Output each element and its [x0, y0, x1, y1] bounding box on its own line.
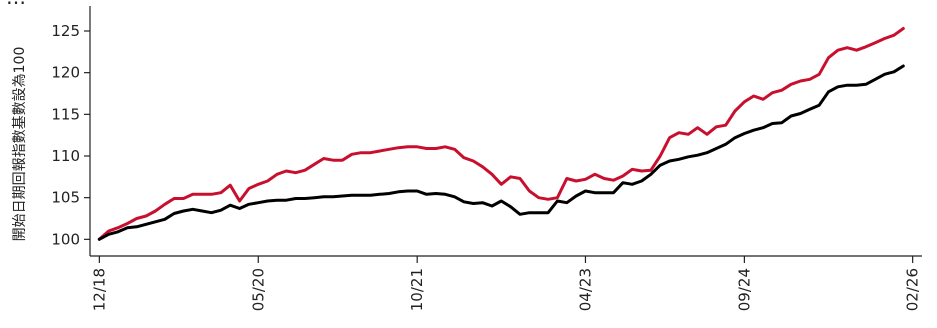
y-axis-title: 開始日期回報指數基數設為100	[11, 47, 28, 242]
y-tick-label: 110	[51, 147, 80, 165]
y-tick-label: 120	[51, 64, 80, 82]
series-layer	[97, 27, 905, 241]
x-tick-label: 02/26	[904, 268, 922, 311]
y-axis: 100 105 110 115 120 125	[51, 6, 91, 256]
x-tick-label: 04/23	[576, 268, 594, 311]
y-tick-label: 125	[51, 22, 80, 40]
series-line-1	[97, 27, 905, 241]
x-tick-label: 10/21	[408, 268, 426, 311]
x-tick-label: 12/18	[90, 268, 108, 311]
series-line-2	[97, 64, 905, 241]
y-tick-label: 100	[51, 230, 80, 248]
x-tick-label: 05/20	[249, 268, 267, 311]
x-tick-label: 09/24	[735, 268, 753, 311]
chart-title: …	[6, 0, 26, 9]
y-tick-label: 115	[51, 105, 80, 123]
x-axis: 12/18 05/20 10/21 04/23 09/24 02/26	[90, 255, 922, 311]
y-tick-label: 105	[51, 189, 80, 207]
